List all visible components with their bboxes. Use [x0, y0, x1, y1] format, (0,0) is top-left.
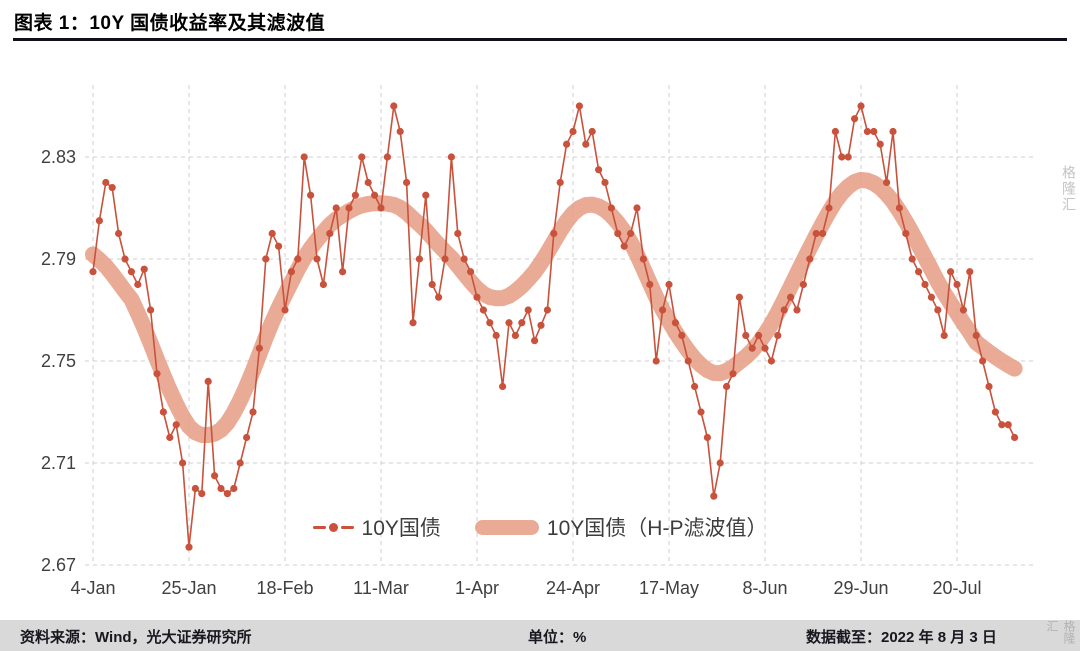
svg-text:2.71: 2.71	[41, 453, 76, 473]
dot-icon	[328, 522, 338, 532]
chart-area: 2.67 2.71 2.75 2.79 2.83 4-Jan 25-Jan 18-Feb 11-…	[0, 45, 1080, 618]
title-rule	[13, 38, 1067, 41]
footer-source: 资料来源：Wind，光大证券研究所	[20, 629, 252, 646]
svg-text:17-May: 17-May	[639, 578, 699, 598]
chart-title: 图表 1：10Y 国债收益率及其滤波值	[14, 13, 326, 34]
legend-item-raw: 10Y国债	[312, 512, 441, 542]
svg-text:8-Jun: 8-Jun	[742, 578, 787, 598]
svg-text:18-Feb: 18-Feb	[256, 578, 313, 598]
svg-text:2.83: 2.83	[41, 147, 76, 167]
svg-text:2.75: 2.75	[41, 351, 76, 371]
svg-text:25-Jan: 25-Jan	[161, 578, 216, 598]
svg-text:4-Jan: 4-Jan	[70, 578, 115, 598]
watermark-small: 格隆汇	[1045, 620, 1076, 644]
footer-unit: 单位：%	[528, 629, 587, 646]
legend-label-hp: 10Y国债（H-P滤波值）	[546, 517, 768, 540]
watermark: 格隆汇	[1061, 165, 1077, 213]
legend-label-raw: 10Y国债	[361, 517, 441, 540]
chart-plot: 2.67 2.71 2.75 2.79 2.83 4-Jan 25-Jan 18-Feb 11-…	[41, 85, 1035, 598]
chart-legend: 10Y国债 10Y国债（H-P滤波值）	[0, 512, 1080, 542]
svg-text:20-Jul: 20-Jul	[932, 578, 981, 598]
svg-text:24-Apr: 24-Apr	[546, 578, 600, 598]
footer-asof: 数据截至：2022 年 8 月 3 日	[806, 629, 997, 646]
legend-item-hp: 10Y国债（H-P滤波值）	[474, 512, 768, 542]
dash-icon	[340, 525, 354, 529]
svg-text:2.79: 2.79	[41, 249, 76, 269]
svg-text:2.67: 2.67	[41, 555, 76, 575]
svg-text:29-Jun: 29-Jun	[833, 578, 888, 598]
line-dot-marker-icon	[312, 522, 354, 532]
dash-icon	[312, 525, 326, 529]
svg-text:11-Mar: 11-Mar	[353, 578, 409, 598]
band-marker-icon	[474, 519, 539, 535]
footer-bar: 资料来源：Wind，光大证券研究所 单位：% 数据截至：2022 年 8 月 3…	[0, 620, 1080, 651]
svg-text:1-Apr: 1-Apr	[455, 578, 499, 598]
